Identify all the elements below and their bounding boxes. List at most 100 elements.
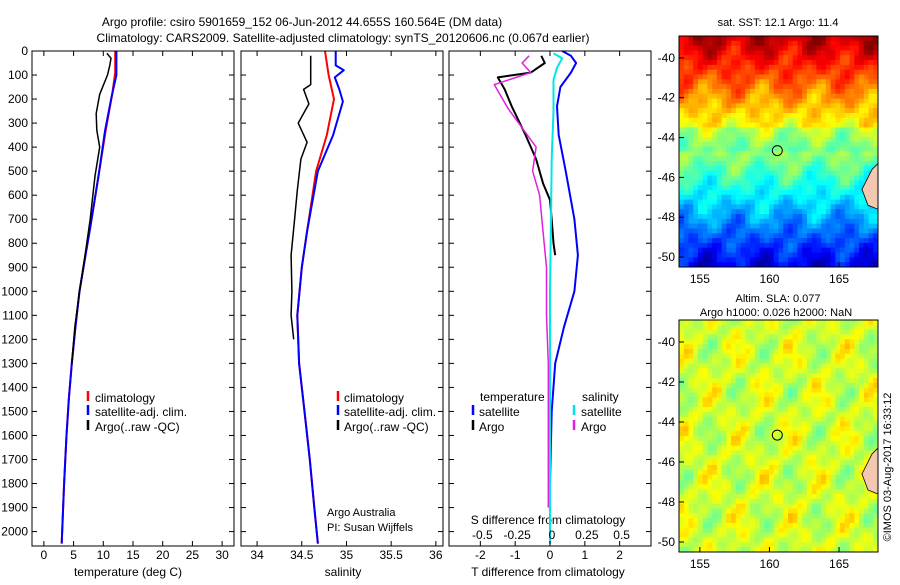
sst-cell <box>854 175 860 181</box>
sst-cell <box>863 141 870 148</box>
sst-cell <box>764 233 770 239</box>
sla-cell <box>802 455 808 461</box>
sst-cell <box>754 165 761 172</box>
sst-cell <box>868 151 874 157</box>
sla-cell <box>745 489 751 495</box>
sst-cell <box>863 165 870 172</box>
sla-cell <box>764 503 770 510</box>
sla-cell <box>811 503 818 510</box>
sst-cell <box>830 223 836 230</box>
sst-cell <box>759 122 765 129</box>
sst-cell <box>802 180 808 186</box>
sst-cell <box>731 60 737 66</box>
sla-cell <box>835 455 841 461</box>
sst-cell <box>811 223 818 230</box>
sst-cell <box>721 36 727 42</box>
sst-cell <box>859 69 865 76</box>
sla-cell <box>716 320 723 326</box>
sst-cell <box>859 98 865 104</box>
sst-cell <box>854 190 860 196</box>
sla-cell <box>754 518 761 524</box>
sst-cell <box>787 204 794 210</box>
sst-cell <box>697 233 704 239</box>
sst-cell <box>702 257 709 263</box>
sst-cell <box>868 228 874 234</box>
sst-cell <box>759 113 765 119</box>
sla-cell <box>797 392 803 398</box>
sla-cell <box>740 474 746 481</box>
sla-cell <box>759 484 765 490</box>
sla-cell <box>702 411 709 418</box>
sla-cell <box>759 373 765 379</box>
sst-cell <box>835 146 841 153</box>
sla-cell <box>679 368 685 374</box>
sst-cell <box>721 151 727 157</box>
sst-cell <box>773 108 780 114</box>
sla-cell <box>716 382 723 389</box>
depth-tick-label: 1000 <box>1 284 28 298</box>
sla-cell <box>797 498 803 505</box>
sla-cell <box>835 547 841 552</box>
sst-cell <box>816 199 822 206</box>
sla-cell <box>844 465 851 471</box>
sla-cell <box>750 455 756 461</box>
sst-cell <box>726 117 732 124</box>
sla-cell <box>716 411 723 418</box>
sst-cell <box>683 262 690 267</box>
sst-cell <box>731 194 737 201</box>
sst-cell <box>863 238 870 244</box>
sla-cell <box>830 368 836 374</box>
sla-cell <box>707 436 713 442</box>
sst-cell <box>740 175 746 181</box>
sla-cell <box>816 450 822 456</box>
sla-cell <box>821 358 827 365</box>
sla-lat-tick-label: -44 <box>658 415 676 429</box>
sst-cell <box>825 84 832 90</box>
sla-cell <box>731 334 737 340</box>
sla-cell <box>740 532 746 539</box>
sst-cell <box>783 165 789 172</box>
sst-cell <box>825 146 832 153</box>
sst-cell <box>854 40 860 47</box>
sla-cell <box>731 392 737 398</box>
sla-cell <box>683 353 690 360</box>
sst-cell <box>802 233 808 239</box>
sst-cell <box>679 247 685 254</box>
sst-cell <box>806 238 813 244</box>
sst-cell <box>849 233 855 239</box>
sst-cell <box>863 233 870 239</box>
sla-cell <box>740 489 746 495</box>
sla-cell <box>821 353 827 360</box>
sla-cell <box>759 489 765 495</box>
sst-cell <box>769 127 775 133</box>
sla-cell <box>750 513 756 519</box>
sst-cell <box>797 214 803 220</box>
sla-cell <box>773 387 780 394</box>
sla-cell <box>769 392 775 398</box>
sla-cell <box>802 494 808 500</box>
sst-cell <box>859 262 865 267</box>
sst-cell <box>821 40 827 47</box>
sla-cell <box>821 508 827 514</box>
sst-cell <box>854 242 860 249</box>
sla-cell <box>849 469 855 476</box>
sst-cell <box>721 233 727 239</box>
sst-cell <box>792 93 799 100</box>
sst-cell <box>702 117 709 124</box>
sla-cell <box>840 320 846 326</box>
sst-cell <box>679 238 685 244</box>
sst-cell <box>783 127 789 133</box>
sla-cell <box>773 397 780 403</box>
sla-cell <box>821 411 827 418</box>
sla-cell <box>859 324 865 331</box>
sst-cell <box>825 190 832 196</box>
sst-cell <box>688 64 694 71</box>
sla-cell <box>707 334 713 340</box>
sla-cell <box>778 320 784 326</box>
sst-cell <box>859 74 865 80</box>
sla-cell <box>697 455 704 461</box>
sst-cell <box>783 36 789 42</box>
sst-cell <box>778 218 784 225</box>
sla-cell <box>816 503 822 510</box>
sst-cell <box>702 199 709 206</box>
